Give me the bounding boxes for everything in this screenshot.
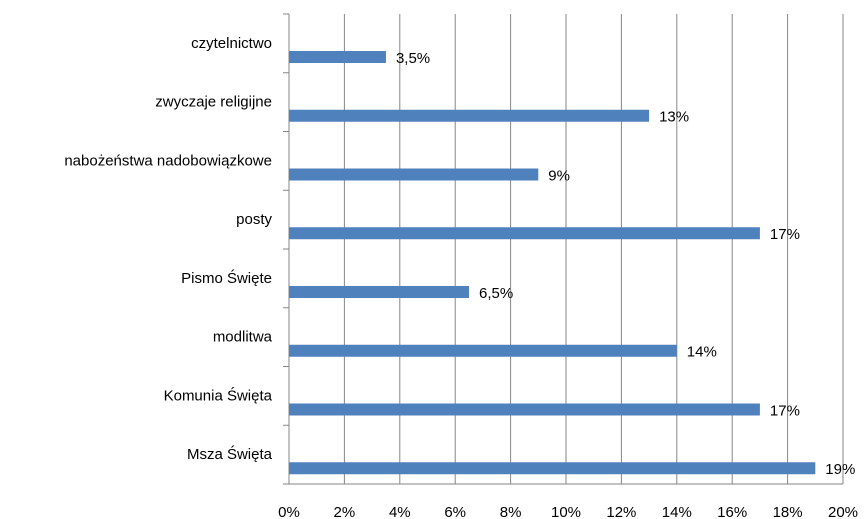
bar (289, 168, 539, 181)
bar (289, 109, 650, 122)
x-tick-label: 8% (500, 504, 522, 519)
bar (289, 286, 470, 298)
bar (289, 344, 677, 357)
y-tick-label: nabożeństwa nadobowiązkowe (64, 152, 272, 169)
y-tick-label: zwyczaje religijne (155, 94, 272, 111)
x-tick-label: 18% (773, 504, 803, 519)
x-tick-label: 10% (551, 504, 581, 519)
x-tick-label: 12% (606, 504, 636, 519)
bar (289, 51, 386, 63)
bar (289, 227, 760, 240)
value-label: 6,5% (479, 285, 513, 302)
y-tick-label: czytelnictwo (191, 35, 272, 52)
x-tick-label: 2% (334, 504, 356, 519)
value-label: 9% (548, 167, 570, 184)
value-label: 3,5% (396, 50, 430, 67)
x-tick-label: 20% (828, 504, 858, 519)
x-tick-label: 4% (389, 504, 411, 519)
y-tick-label: posty (236, 211, 272, 228)
x-tick-label: 6% (444, 504, 466, 519)
y-tick-label: Msza Święta (187, 445, 273, 463)
value-label: 17% (770, 402, 800, 419)
value-label: 17% (770, 226, 800, 243)
x-tick-label: 16% (717, 504, 747, 519)
y-tick-label: Pismo Święte (181, 269, 272, 287)
x-tick-label: 0% (278, 504, 300, 519)
value-label: 14% (687, 344, 717, 361)
y-tick-label: Komunia Święta (164, 386, 273, 404)
value-label: 13% (659, 109, 689, 126)
bar (289, 403, 760, 416)
x-tick-label: 14% (662, 504, 692, 519)
value-label: 19% (825, 461, 855, 478)
y-tick-label: modlitwa (213, 329, 273, 346)
bar (289, 462, 816, 475)
